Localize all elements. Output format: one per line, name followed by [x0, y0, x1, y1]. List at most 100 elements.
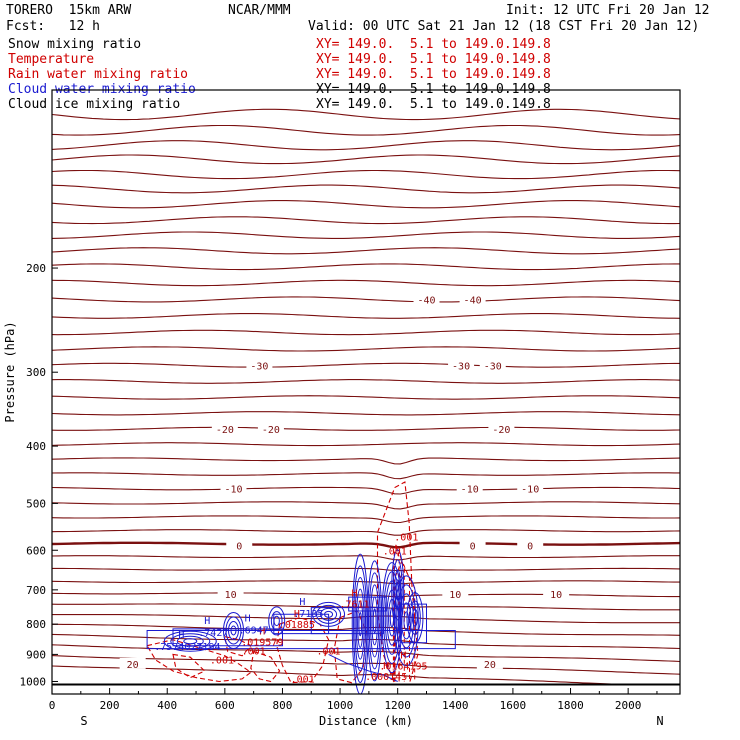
isotherm-label-bg — [257, 422, 284, 434]
valid-time: Valid: 00 UTC Sat 21 Jan 12 (18 CST Fri … — [308, 19, 700, 34]
cloud-water-contour — [320, 607, 338, 621]
cloud-water-contour — [176, 635, 204, 647]
x-tick-label: 1600 — [500, 699, 527, 712]
isotherm-line — [51, 263, 680, 271]
isotherm-line — [51, 216, 681, 225]
cloud-water-contour — [316, 604, 342, 624]
cloud-water-contour — [409, 600, 421, 635]
isotherm-label-bg — [442, 588, 469, 600]
org-label: NCAR/MMM — [228, 3, 291, 18]
isotherm-line — [51, 184, 681, 194]
south-label: S — [80, 714, 87, 728]
rain-label: .001 — [210, 656, 234, 667]
cloud-water-contour — [406, 592, 424, 644]
rain-max-marker: H — [400, 651, 406, 662]
field-temperature-xy: XY= 149.0. 5.1 to 149.0.149.8 — [316, 52, 551, 67]
x-tick-label: 1800 — [557, 699, 584, 712]
cloud-water-contour — [369, 584, 380, 658]
cloud-water-contour — [372, 608, 377, 634]
rain-contour — [276, 617, 330, 684]
y-tick-label: 700 — [26, 584, 46, 597]
isotherm-label: -40 — [417, 295, 435, 306]
cloud-water-contour — [411, 608, 419, 627]
cloud-water-contour — [403, 611, 410, 631]
cloud-max-marker: H — [245, 614, 251, 625]
model-title: TORERO 15km ARW — [6, 3, 132, 18]
rain-contour — [393, 550, 405, 682]
cloud-max-label: .7427 — [198, 628, 228, 639]
isotherm-line — [51, 457, 681, 465]
cloud-water-contour — [398, 593, 415, 649]
isotherm-label-bg — [246, 359, 273, 371]
isotherm-line — [51, 154, 681, 165]
rain-contour — [250, 650, 281, 683]
x-tick-label: 0 — [49, 699, 56, 712]
x-tick-label: 400 — [157, 699, 177, 712]
isotherm-line — [51, 346, 681, 352]
field-rain-label: Rain water mixing ratio — [8, 67, 189, 82]
isotherm-label-bg — [456, 482, 483, 494]
isotherm-label: -10 — [461, 485, 479, 496]
rain-contours — [146, 481, 419, 685]
isotherm-line — [51, 555, 680, 561]
init-time: Init: 12 UTC Fri 20 Jan 12 — [506, 3, 710, 18]
y-tick-label: 500 — [26, 497, 46, 510]
cloud-water-contour — [268, 606, 286, 636]
isotherm-label: 0 — [527, 541, 533, 552]
isotherm-line — [51, 501, 681, 510]
isotherm-label-bg — [517, 482, 544, 494]
isotherm-line — [51, 529, 681, 536]
cloud-max-marker: H — [204, 616, 210, 627]
cloud-water-contour — [312, 601, 346, 627]
cloud-water-contour — [172, 628, 283, 647]
isotherm-line — [51, 108, 681, 121]
y-axis-label: Pressure (hPa) — [3, 321, 17, 422]
isotherm-label: -20 — [216, 425, 234, 436]
isotherm-line — [51, 580, 680, 585]
rain-max-marker: H — [259, 627, 265, 638]
rain-contour — [146, 639, 252, 683]
cloud-water-contour — [353, 565, 368, 683]
cloud-water-contour — [371, 596, 378, 646]
field-cloudice-label: Cloud ice mixing ratio — [8, 97, 181, 112]
isotherm-line — [51, 140, 681, 151]
isotherm-label: 10 — [225, 590, 237, 601]
cloud-water-contour — [273, 615, 280, 627]
cloud-water-contour — [328, 653, 398, 682]
contour-labels: -40 -40 -30 -30 -30 -20 -20 -20 -10 -10 -10 0 0 0 10 10… — [119, 293, 570, 686]
forecast-hour: Fcst: 12 h — [6, 19, 100, 34]
rain-max-label: .000145 — [365, 672, 407, 683]
y-tick-label: 200 — [26, 262, 46, 275]
isotherm-label-bg — [543, 588, 570, 600]
isotherm-label: -10 — [521, 485, 539, 496]
rain-max-label: .01885 — [279, 620, 315, 631]
y-tick-label: 400 — [26, 440, 46, 453]
isotherm-line — [51, 247, 681, 255]
rain-max-label: .7611 — [339, 600, 369, 611]
isotherm-label-bg — [479, 359, 506, 371]
rain-contour — [333, 610, 367, 684]
cloud-water-contour — [396, 584, 417, 658]
cloud-max-label: .7574027194 — [154, 642, 220, 653]
isotherm-label-bg — [459, 539, 486, 551]
cloud-water-contour — [170, 633, 211, 650]
cloud-water-contour — [183, 638, 198, 645]
cloud-max-marker: H — [178, 630, 184, 641]
x-tick-label: 1200 — [384, 699, 411, 712]
isotherm-line — [51, 633, 681, 650]
cloud-water-contour — [230, 625, 237, 636]
rain-label: .001 — [317, 646, 341, 657]
isotherm-label-bg — [413, 293, 440, 305]
isotherm-line — [51, 655, 681, 675]
field-rain-xy: XY= 149.0. 5.1 to 149.0.149.8 — [316, 67, 551, 82]
isotherm-label-bg — [459, 293, 486, 305]
cloud-water-contour — [270, 611, 283, 631]
cloud-max-label: .7135 — [293, 609, 323, 620]
isotherm-label-bg — [448, 359, 475, 371]
cloud-water-contour — [225, 616, 242, 645]
cloud-water-contour — [358, 611, 363, 637]
isotherm-line — [51, 296, 681, 303]
cloud-water-contour — [392, 559, 403, 621]
isotherm-label: -40 — [464, 295, 482, 306]
cloud-water-contour — [368, 572, 381, 670]
